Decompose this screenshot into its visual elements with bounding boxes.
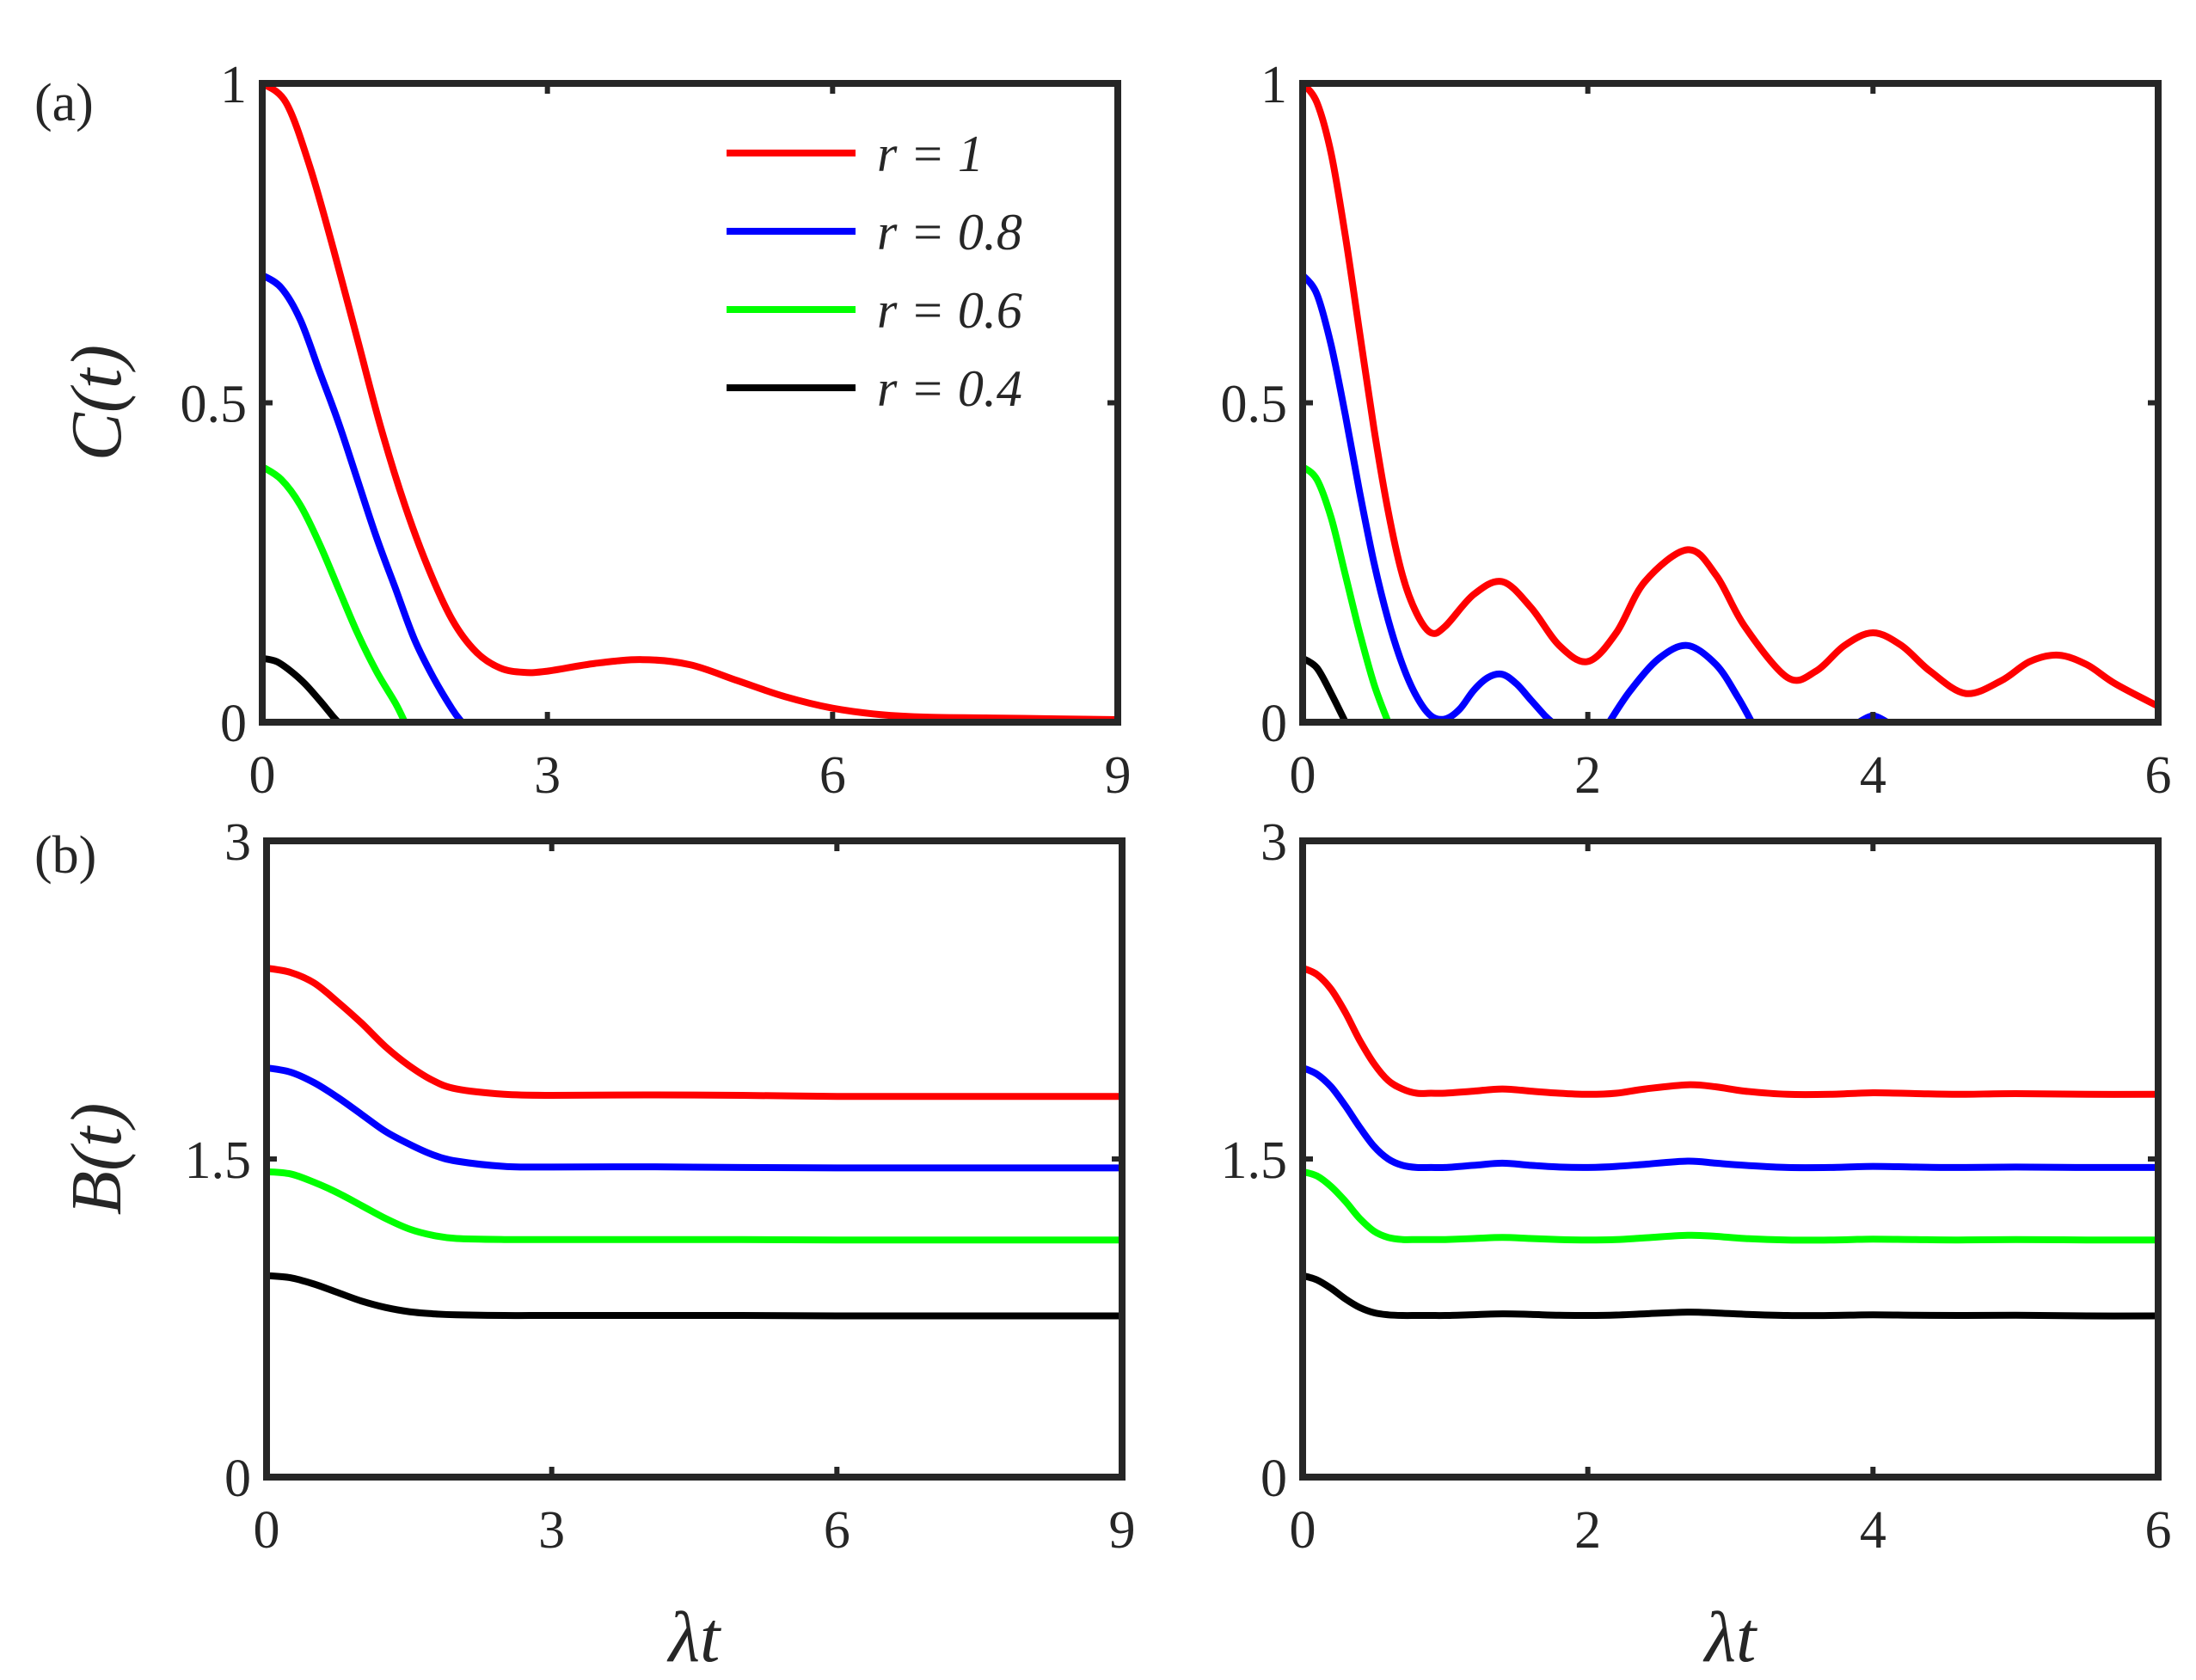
x-tick-label: 9: [1105, 746, 1132, 805]
legend-label-r-1: r = 1: [877, 126, 984, 182]
y-tick-label: 3: [1261, 813, 1287, 872]
x-axis-label: λt: [666, 1597, 722, 1677]
y-tick-label: 0: [1261, 695, 1287, 753]
x-tick-label: 6: [819, 746, 846, 805]
y-tick-label: 1: [1261, 56, 1287, 114]
chart-b-right: 0 2 4 6 0 1.5 3 λt: [1221, 813, 2172, 1677]
x-tick-label: 6: [824, 1501, 850, 1560]
y-axis-label: C(t): [57, 345, 137, 461]
x-tick-label: 3: [534, 746, 561, 805]
x-tick-label: 2: [1574, 1501, 1601, 1560]
series-line-r-0-8: [1606, 641, 1755, 725]
x-tick-label: 4: [1860, 1501, 1886, 1560]
chart-a-right: 0 2 4 6 0 0.5 1: [1221, 56, 2172, 805]
x-tick-label: 0: [1290, 746, 1316, 805]
x-tick-label: 3: [538, 1501, 565, 1560]
panel-label-a: (a): [34, 74, 94, 132]
legend: r = 1 r = 0.8 r = 0.6 r = 0.4: [727, 126, 1022, 417]
series-line-r-0-8: [1303, 1064, 2158, 1172]
series-line-r-0-4: [1303, 655, 1349, 724]
series-group: [267, 965, 1122, 1320]
series-line-r-0-6: [267, 1168, 1122, 1244]
y-tick-label: 0.5: [181, 376, 248, 434]
series-line-r-0-8: [1303, 273, 1555, 726]
y-tick-label: 0: [224, 1450, 251, 1508]
x-tick-label: 4: [1860, 746, 1886, 805]
y-tick-label: 0: [220, 695, 247, 753]
legend-label-r-0-4: r = 0.4: [877, 360, 1022, 417]
series-line-r-0-4: [1303, 1272, 2158, 1320]
chart-b-left: 0 3 6 9 0 1.5 3 B(t) λt: [57, 813, 1136, 1677]
series-line-r-1: [1303, 965, 2158, 1099]
series-line-r-1: [1303, 81, 2158, 709]
series-line-r-0-6: [262, 463, 408, 724]
series-line-r-0-4: [267, 1272, 1122, 1320]
series-line-r-0-6: [1303, 1168, 2158, 1244]
y-tick-label: 0.5: [1221, 376, 1288, 434]
legend-label-r-0-6: r = 0.6: [877, 282, 1022, 339]
plot-panels: 0 3 6 900.51C(t)0 2 4 600.510 3 6 901.53B(t)λt0 2 4…: [57, 56, 2172, 1677]
x-axis-label: λt: [1702, 1597, 1758, 1677]
y-tick-label: 0: [1261, 1450, 1287, 1508]
x-tick-label: 0: [1290, 1501, 1316, 1560]
x-tick-label: 6: [2145, 746, 2172, 805]
legend-label-r-0-8: r = 0.8: [877, 204, 1022, 261]
series-group: [1303, 965, 2158, 1320]
series-group: [262, 80, 1118, 725]
series-group: [1303, 81, 2158, 726]
y-tick-label: 1.5: [185, 1131, 252, 1190]
y-tick-label: 3: [224, 813, 251, 872]
series-line-r-1: [267, 965, 1122, 1101]
x-tick-label: 9: [1109, 1501, 1136, 1560]
x-tick-label: 0: [254, 1501, 280, 1560]
panel-label-b: (b): [34, 826, 96, 885]
series-line-r-0-8: [262, 272, 465, 725]
y-tick-label: 1: [220, 56, 247, 114]
series-line-r-0-8: [267, 1064, 1122, 1172]
x-tick-label: 0: [249, 746, 276, 805]
series-line-r-0-4: [262, 654, 341, 725]
series-line-r-1: [262, 80, 1118, 723]
x-tick-label: 2: [1574, 746, 1601, 805]
series-line-r-0-6: [1303, 463, 1392, 724]
y-axis-label: B(t): [57, 1103, 137, 1216]
y-tick-label: 1.5: [1221, 1131, 1288, 1190]
chart-a-left: 0 3 6 9 0 0.5 1 C(t): [57, 56, 1132, 805]
x-tick-label: 6: [2145, 1501, 2172, 1560]
